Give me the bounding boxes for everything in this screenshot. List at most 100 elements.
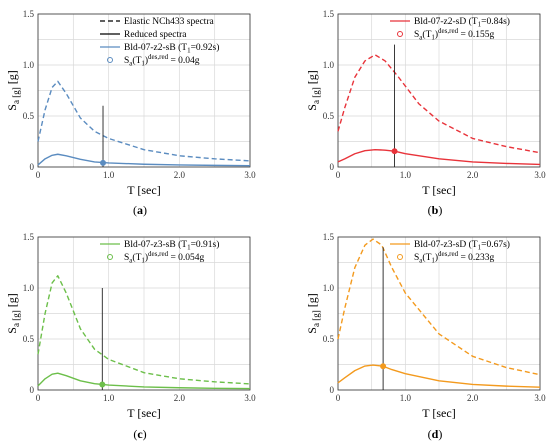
x-tick-label: 3.0 xyxy=(534,393,546,403)
panel-label-open: ( xyxy=(428,203,432,217)
panel-label-open: ( xyxy=(133,203,137,217)
legend-entry: Sa(T1)des,red = 0.155g xyxy=(397,27,495,42)
x-tick-label: 0 xyxy=(336,170,341,180)
reduced-spectrum-line xyxy=(337,364,541,388)
y-tick-label: 1.0 xyxy=(23,283,35,293)
legend-entry: Sa(T1)des,red = 0.054g xyxy=(107,250,205,265)
y-tick-label: 1.5 xyxy=(323,9,335,19)
legend-label-sub: 1 xyxy=(187,244,191,252)
y-axis-label-sub: a [g] xyxy=(311,310,321,327)
legend-entry: Sa(T1)des,red = 0.04g xyxy=(107,53,200,68)
legend-entry: Bld-07-z2-sD (T1=0.84s) xyxy=(390,16,510,29)
x-tick-label: 1.0 xyxy=(103,170,115,180)
chart-panel-2: 0 1.0 2.0 3.0 0 0.5 1.0 1.5 T [sec] Sa [g] [g] Bld… xyxy=(305,9,546,217)
y-tick-label: 1.0 xyxy=(323,60,335,70)
x-tick-label: 3.0 xyxy=(244,393,256,403)
x-axis-label: T [sec] xyxy=(422,406,455,420)
legend-paren-close: ) xyxy=(435,252,438,263)
y-axis-label: Sa [g] [g] xyxy=(5,70,21,110)
y-axis-label-main: S xyxy=(5,327,19,334)
panel-label: (c) xyxy=(133,427,146,441)
legend-label: Reduced spectra xyxy=(124,30,187,40)
legend-value: = 0.233g xyxy=(458,253,494,263)
legend-sa: S xyxy=(124,56,129,66)
legend-sa-sub: a xyxy=(419,34,423,42)
panel-label-open: ( xyxy=(428,427,432,441)
legend-label-part: =0.67s) xyxy=(481,239,510,250)
design-point-marker xyxy=(380,363,387,370)
legend-paren-close: ) xyxy=(145,55,148,66)
legend-sup: des,red xyxy=(438,27,459,35)
panel-label: (a) xyxy=(133,203,147,217)
legend-label-part: =0.91s) xyxy=(191,239,220,250)
x-tick-label: 0 xyxy=(336,393,341,403)
y-tick-label: 0 xyxy=(330,162,335,172)
panel-label: (d) xyxy=(428,427,443,441)
panel-label-open: ( xyxy=(133,427,137,441)
legend-value: = 0.054g xyxy=(168,253,204,263)
y-axis-label-unit: [g] xyxy=(5,293,19,310)
elastic-spectrum-line xyxy=(37,275,251,385)
legend-sup: des,red xyxy=(438,250,459,258)
legend-label-sub: 1 xyxy=(187,47,191,55)
y-axis-label-main: S xyxy=(305,327,319,334)
y-axis-label-sub: a [g] xyxy=(11,310,21,327)
legend-sa: S xyxy=(414,30,419,40)
legend-marker-label: Sa(T1)des,red = 0.155g xyxy=(414,27,495,42)
y-tick-label: 0.5 xyxy=(323,334,335,344)
legend-marker-label: Sa(T1)des,red = 0.233g xyxy=(414,250,495,265)
legend-t-sub: 1 xyxy=(141,60,145,68)
elastic-spectrum-line xyxy=(337,238,541,376)
reduced-spectrum-line xyxy=(37,372,251,390)
design-point-marker xyxy=(391,148,398,155)
y-tick-label: 1.5 xyxy=(23,232,35,242)
y-axis-label-unit: [g] xyxy=(305,293,319,310)
legend-sa: S xyxy=(414,253,419,263)
legend-value: = 0.04g xyxy=(168,56,200,66)
x-tick-label: 0 xyxy=(36,393,41,403)
legend-marker-symbol xyxy=(397,31,403,37)
y-axis-label-sub: a [g] xyxy=(11,87,21,104)
chart-panel-4: 0 1.0 2.0 3.0 0 0.5 1.0 1.5 T [sec] Sa [g] [g] Bld… xyxy=(305,232,546,441)
legend-sa-sub: a xyxy=(419,257,423,265)
legend-label-sub: 1 xyxy=(478,244,482,252)
legend-entry: Bld-07-z2-sB (T1=0.92s) xyxy=(100,42,219,55)
panel-label-close: ) xyxy=(438,427,442,441)
legend-sa-sub: a xyxy=(129,60,133,68)
legend-label-sub: 1 xyxy=(478,21,482,29)
y-tick-label: 0.5 xyxy=(23,334,35,344)
legend-sa: S xyxy=(124,253,129,263)
x-tick-label: 0 xyxy=(36,170,41,180)
legend-entry: Reduced spectra xyxy=(100,30,187,40)
legend-marker-symbol xyxy=(397,254,403,260)
x-tick-label: 3.0 xyxy=(534,170,546,180)
x-tick-label: 2.0 xyxy=(467,170,479,180)
y-tick-label: 1.5 xyxy=(323,232,335,242)
design-point-marker xyxy=(99,381,106,388)
plot-frame xyxy=(337,13,541,168)
legend-entry: Elastic NCh433 spectra xyxy=(100,17,214,27)
legend-label-part: Bld-07-z3-sB (T xyxy=(124,239,187,250)
legend-t-sub: 1 xyxy=(431,34,435,42)
legend-t-sub: 1 xyxy=(431,257,435,265)
legend-sup: des,red xyxy=(148,53,169,61)
plot-frame xyxy=(37,236,251,391)
panel-label-letter: c xyxy=(137,427,143,441)
legend-paren: (T xyxy=(132,55,141,66)
x-tick-label: 1.0 xyxy=(103,393,115,403)
y-tick-label: 0 xyxy=(330,385,335,395)
elastic-spectrum-line xyxy=(37,80,251,162)
design-point-marker xyxy=(100,159,107,166)
panel-label-letter: b xyxy=(432,203,439,217)
y-tick-label: 0.5 xyxy=(23,111,35,121)
x-tick-label: 3.0 xyxy=(244,170,256,180)
legend-paren: (T xyxy=(422,252,431,263)
y-tick-label: 1.0 xyxy=(23,60,35,70)
legend-paren: (T xyxy=(422,29,431,40)
legend-entry: Bld-07-z3-sB (T1=0.91s) xyxy=(100,239,219,252)
y-axis-label: Sa [g] [g] xyxy=(5,293,21,333)
x-tick-label: 1.0 xyxy=(400,170,412,180)
x-tick-label: 2.0 xyxy=(174,170,186,180)
reduced-spectrum-line xyxy=(37,153,251,167)
